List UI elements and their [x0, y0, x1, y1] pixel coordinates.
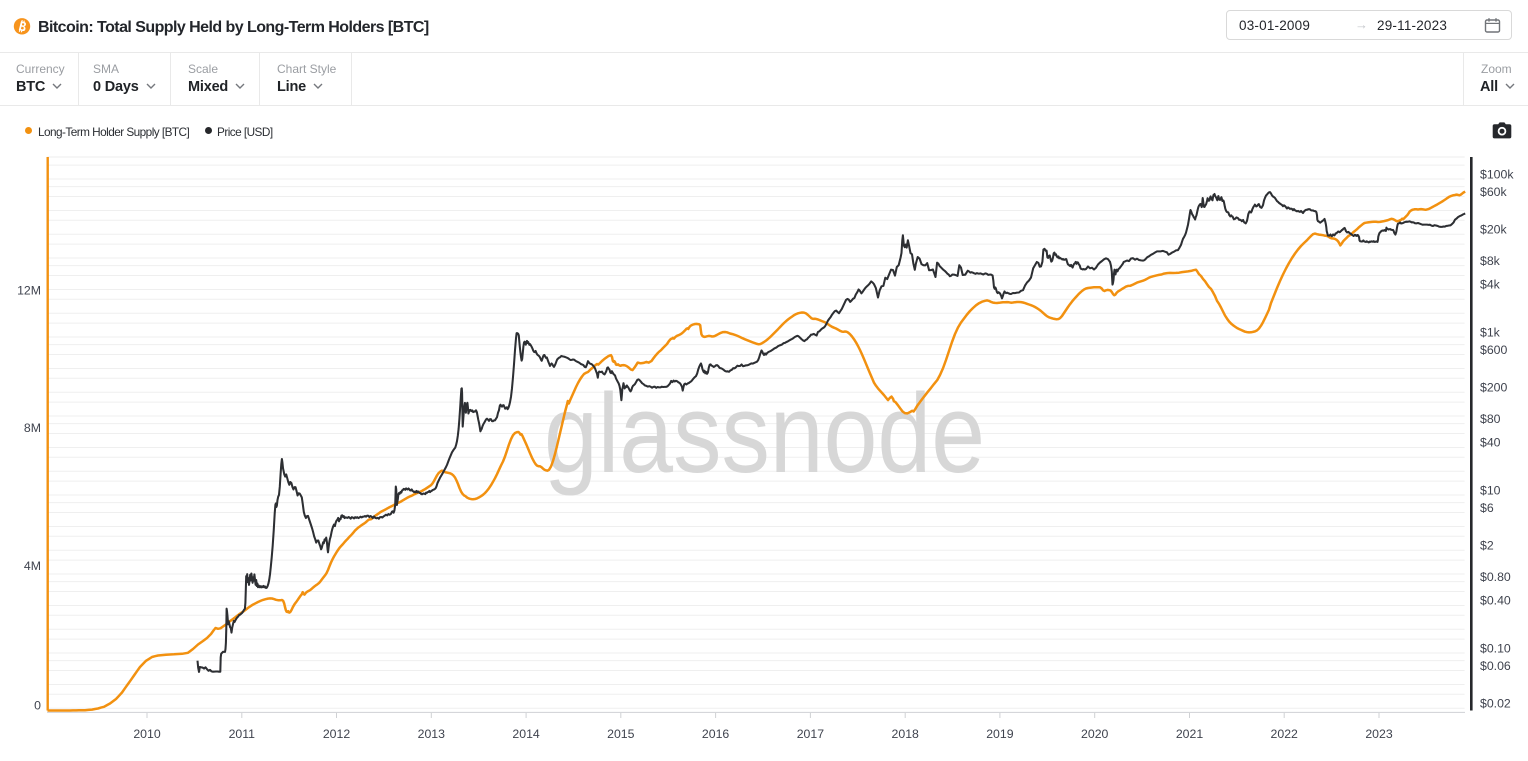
svg-text:4M: 4M: [24, 559, 41, 573]
svg-text:2021: 2021: [1176, 727, 1204, 741]
svg-text:$2: $2: [1480, 539, 1494, 553]
svg-text:2022: 2022: [1271, 727, 1299, 741]
svg-text:0: 0: [34, 698, 41, 712]
svg-text:$0.02: $0.02: [1480, 697, 1511, 711]
svg-text:2010: 2010: [133, 727, 161, 741]
svg-text:$0.40: $0.40: [1480, 594, 1511, 608]
svg-text:8M: 8M: [24, 421, 41, 435]
svg-text:$200: $200: [1480, 381, 1508, 395]
svg-text:$40: $40: [1480, 436, 1501, 450]
svg-text:2020: 2020: [1081, 727, 1109, 741]
svg-text:glassnode: glassnode: [544, 371, 985, 496]
svg-text:$8k: $8k: [1480, 254, 1501, 268]
svg-text:$10: $10: [1480, 483, 1501, 497]
svg-text:$20k: $20k: [1480, 223, 1508, 237]
svg-text:$0.80: $0.80: [1480, 570, 1511, 584]
svg-text:2012: 2012: [323, 727, 351, 741]
svg-text:2013: 2013: [418, 727, 446, 741]
svg-text:2011: 2011: [229, 727, 256, 741]
svg-text:2019: 2019: [986, 727, 1014, 741]
svg-text:2017: 2017: [797, 727, 825, 741]
svg-text:$60k: $60k: [1480, 185, 1508, 199]
svg-text:$80: $80: [1480, 412, 1501, 426]
svg-text:$1k: $1k: [1480, 325, 1501, 339]
svg-text:2016: 2016: [702, 727, 730, 741]
svg-text:12M: 12M: [17, 283, 41, 297]
svg-text:$0.06: $0.06: [1480, 659, 1511, 673]
svg-text:$0.10: $0.10: [1480, 641, 1511, 655]
svg-text:2023: 2023: [1365, 727, 1393, 741]
svg-text:2018: 2018: [892, 727, 920, 741]
svg-text:$100k: $100k: [1480, 167, 1514, 181]
svg-text:2014: 2014: [512, 727, 540, 741]
svg-text:$4k: $4k: [1480, 278, 1501, 292]
svg-text:$600: $600: [1480, 343, 1508, 357]
svg-text:2015: 2015: [607, 727, 635, 741]
svg-text:$6: $6: [1480, 501, 1494, 515]
